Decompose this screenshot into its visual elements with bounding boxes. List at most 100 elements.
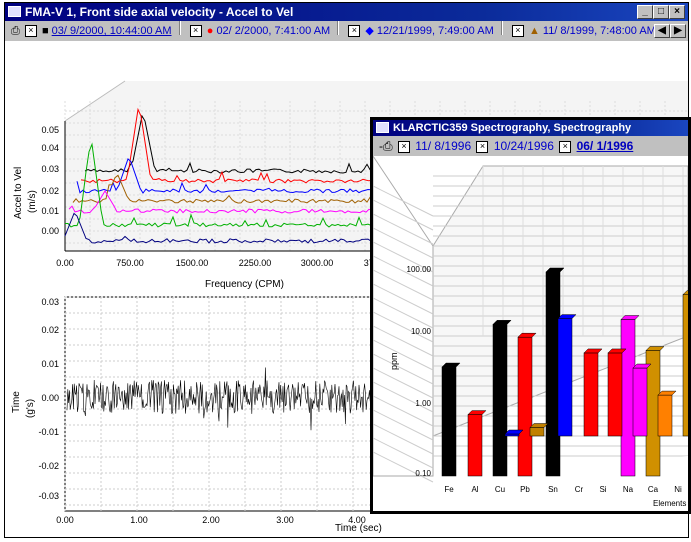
spectrum-line (72, 174, 386, 204)
spectro-ylabel: ppm (389, 352, 399, 370)
bottom-chart-y-ticks: 0.03 0.02 0.01 0.00 -0.01 -0.02 -0.03 (38, 297, 59, 501)
y-tick-label: -0.02 (38, 461, 59, 471)
bottom-chart-x-ticks: 0.00 1.00 2.00 3.00 4.00 (56, 515, 366, 525)
spectro-date-1[interactable]: × 10/24/1996 (474, 136, 554, 156)
spectro-window-titlebar[interactable]: KLARCTIC359 Spectrography, Spectrography (373, 120, 688, 136)
spectrum-line (65, 142, 384, 228)
top-chart-ylabel-2: (m/s) (27, 190, 38, 213)
print-icon[interactable]: ⎙ (11, 25, 20, 37)
checkbox[interactable]: × (24, 25, 37, 38)
print-icon[interactable]: -⎙ (379, 139, 393, 153)
checkbox[interactable]: × (511, 25, 524, 38)
category-label: Pb (520, 485, 530, 494)
checkbox[interactable]: × (189, 25, 202, 38)
bar (657, 394, 673, 437)
main-toolbar: ⎙ × ■ 03/ 9/2000, 10:44:00 AM × ● 02/ 2/… (5, 21, 688, 42)
checkbox[interactable]: × (476, 140, 489, 153)
category-label: Cu (495, 485, 505, 494)
bar-top (632, 363, 652, 369)
spectro-categories: Fe Al Cu Pb Sn Cr Si Na Ca Ni (444, 485, 682, 494)
close-button[interactable]: × (669, 5, 685, 19)
category-label: Fe (444, 485, 454, 494)
bar-top (645, 346, 665, 351)
y-tick-label: 0.02 (41, 186, 59, 196)
bar (467, 414, 483, 477)
bar-top (545, 267, 565, 273)
maximize-button[interactable]: □ (653, 5, 669, 19)
x-tick-label: 3000.00 (301, 258, 334, 268)
top-chart-series (64, 107, 386, 244)
window-icon (376, 122, 389, 133)
y-tick-label: 0.00 (41, 393, 59, 403)
bottom-chart-signal (66, 367, 375, 431)
category-label: Sn (548, 485, 558, 494)
bar-top (517, 332, 537, 338)
scroll-right-button[interactable]: ▶ (670, 24, 686, 38)
y-tick-label: 0.04 (41, 143, 59, 153)
x-tick-label: 3.00 (276, 515, 294, 525)
top-chart-xlabel: Frequency (CPM) (205, 279, 284, 290)
series-marker-icon: ◆ (365, 25, 374, 37)
date-label[interactable]: 11/ 8/1999, 7:48:00 AM (542, 25, 656, 37)
spectro-date-2[interactable]: × 06/ 1/1996 (557, 136, 633, 156)
bottom-chart-ylabel-2: (g's) (25, 399, 36, 418)
top-chart-ylabel-1: Accel to Vel (13, 167, 24, 219)
x-tick-label: 1.00 (130, 515, 148, 525)
spectro-y-ticks: 100.00 10.00 1.00 0.10 (407, 265, 432, 478)
bar (632, 367, 648, 437)
y-tick-label: -0.03 (38, 491, 59, 501)
date-label[interactable]: 11/ 8/1996 (415, 139, 472, 153)
y-tick-label: 0.00 (41, 226, 59, 236)
main-window-title: FMA-V 1, Front side axial velocity - Acc… (25, 5, 294, 19)
x-tick-label: 0.00 (56, 515, 74, 525)
bar (557, 318, 573, 437)
x-tick-label: 0.00 (56, 258, 74, 268)
checkbox[interactable]: × (348, 25, 361, 38)
spectro-date-0[interactable]: × 11/ 8/1996 (396, 136, 471, 156)
bar (529, 427, 545, 437)
bar-top (607, 348, 627, 354)
date-link[interactable]: 03/ 9/2000, 10:44:00 AM (51, 25, 172, 37)
checkbox[interactable]: × (397, 140, 410, 153)
bar-top (504, 429, 524, 435)
date-label[interactable]: 12/21/1999, 7:49:00 AM (376, 25, 494, 37)
bar-top (682, 290, 688, 295)
toolbar-date-2[interactable]: × ◆ 12/21/1999, 7:49:00 AM (346, 21, 494, 41)
series-marker-icon: ■ (41, 25, 49, 37)
bar (583, 352, 599, 437)
y-tick-label: 0.02 (41, 325, 59, 335)
series-marker-icon: ▲ (528, 25, 540, 37)
date-link[interactable]: 06/ 1/1996 (576, 139, 634, 153)
spectro-toolbar: -⎙ × 11/ 8/1996 × 10/24/1996 × 06/ 1/199… (373, 136, 688, 157)
minimize-button[interactable]: _ (637, 5, 653, 19)
y-tick-label: 10.00 (411, 327, 432, 336)
toolbar-date-1[interactable]: × ● 02/ 2/2000, 7:41:00 AM (188, 21, 331, 41)
y-tick-label: 0.05 (41, 125, 59, 135)
spectro-chart: 100.00 10.00 1.00 0.10 Fe Al Cu Pb Sn Cr Si Na Ca Ni… (373, 156, 688, 511)
scroll-left-button[interactable]: ◀ (654, 24, 670, 38)
bar (517, 336, 533, 477)
y-tick-label: 0.01 (41, 206, 59, 216)
checkbox[interactable]: × (559, 140, 572, 153)
bar (492, 324, 508, 477)
category-label: Ni (674, 485, 682, 494)
time-waveform (66, 367, 375, 431)
x-tick-label: 1500.00 (176, 258, 209, 268)
main-window-titlebar[interactable]: FMA-V 1, Front side axial velocity - Acc… (5, 3, 688, 21)
top-chart-y-ticks: 0.05 0.04 0.03 0.02 0.01 0.00 (41, 125, 59, 236)
x-tick-label: 2250.00 (239, 258, 272, 268)
x-tick-label: 750.00 (116, 258, 144, 268)
spectrum-line (68, 190, 385, 214)
toolbar-date-3[interactable]: × ▲ 11/ 8/1999, 7:48:00 AM (510, 21, 656, 41)
date-label[interactable]: 02/ 2/2000, 7:41:00 AM (216, 25, 331, 37)
divider (337, 21, 340, 35)
toolbar-date-0[interactable]: × ■ 03/ 9/2000, 10:44:00 AM (23, 21, 172, 41)
x-tick-label: 4.00 (348, 515, 366, 525)
spectrum-line (76, 157, 384, 194)
bottom-chart-ylabel-1: Time (11, 391, 22, 413)
category-label: Si (599, 485, 606, 494)
category-label: Na (623, 485, 634, 494)
y-tick-label: 0.01 (41, 359, 59, 369)
date-label[interactable]: 10/24/1996 (493, 139, 554, 153)
bar-top (657, 390, 677, 396)
